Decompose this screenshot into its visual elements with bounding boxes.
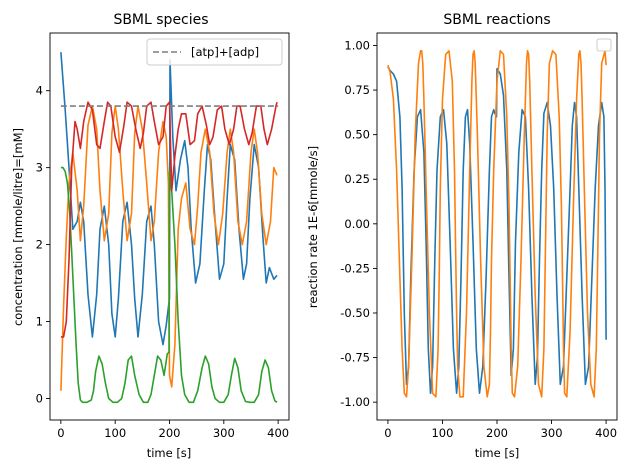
reactions-y-tick-label: -0.75 bbox=[340, 351, 370, 365]
species-ticks: 0 100 200 300 400 0 1 2 3 4 bbox=[36, 84, 289, 440]
species-y-tick-label: 0 bbox=[36, 391, 43, 405]
reactions-plot-area bbox=[387, 49, 607, 398]
reactions-y-tick-label: -1.00 bbox=[340, 395, 370, 409]
reactions-legend bbox=[596, 38, 612, 52]
species-y-tick-label: 2 bbox=[36, 238, 43, 252]
reactions-y-tick-label: -0.50 bbox=[340, 306, 370, 320]
reactions-x-tick-label: 300 bbox=[541, 426, 563, 440]
species-legend: [atp]+[adp] bbox=[146, 38, 283, 66]
species-x-tick-label: 300 bbox=[213, 426, 235, 440]
species-legend-box bbox=[146, 38, 283, 66]
species-y-axis-label: concentration [mmole/litre]=[mM] bbox=[11, 128, 25, 326]
reactions-x-axis-label: time [s] bbox=[475, 446, 520, 460]
species-chart: SBML species 0 100 200 300 400 0 1 2 3 4 time [s]… bbox=[11, 12, 290, 460]
reactions-y-tick-label: 0.25 bbox=[344, 172, 370, 186]
species-legend-label: [atp]+[adp] bbox=[191, 45, 259, 59]
species-x-tick-label: 400 bbox=[267, 426, 289, 440]
reactions-y-tick-label: 0.50 bbox=[344, 128, 370, 142]
reactions-chart-title: SBML reactions bbox=[443, 12, 550, 28]
reactions-y-tick-label: -0.25 bbox=[340, 261, 370, 275]
reactions-y-tick-label: 1.00 bbox=[344, 38, 370, 52]
reactions-y-tick-label: 0.75 bbox=[344, 83, 370, 97]
species-x-tick-label: 200 bbox=[159, 426, 181, 440]
species-series-line-2 bbox=[60, 105, 278, 391]
reactions-y-tick-label: 0.00 bbox=[344, 217, 370, 231]
reactions-x-tick-label: 100 bbox=[431, 426, 453, 440]
species-chart-title: SBML species bbox=[113, 12, 208, 28]
reactions-chart: SBML reactions 0 100 200 300 400 -1.00 -0.75 -0… bbox=[306, 12, 618, 460]
species-y-tick-label: 1 bbox=[36, 315, 43, 329]
species-y-tick-label: 4 bbox=[36, 84, 43, 98]
reactions-series-line-2 bbox=[387, 49, 607, 398]
reactions-x-tick-label: 400 bbox=[595, 426, 617, 440]
reactions-y-axis-label: reaction rate 1E-6[mmole/s] bbox=[306, 146, 320, 308]
reactions-x-tick-label: 200 bbox=[486, 426, 508, 440]
species-series-line-3 bbox=[60, 166, 278, 404]
species-x-axis-label: time [s] bbox=[147, 446, 192, 460]
species-x-tick-label: 100 bbox=[104, 426, 126, 440]
reactions-ticks: 0 100 200 300 400 -1.00 -0.75 -0.50 -0.25 0.00 0.2… bbox=[340, 38, 617, 440]
species-series-line-4 bbox=[60, 101, 278, 338]
species-y-tick-label: 3 bbox=[36, 161, 43, 175]
species-x-tick-label: 0 bbox=[57, 426, 64, 440]
reactions-legend-box bbox=[596, 38, 612, 52]
reactions-x-tick-label: 0 bbox=[384, 426, 391, 440]
species-plot-area bbox=[60, 52, 279, 404]
